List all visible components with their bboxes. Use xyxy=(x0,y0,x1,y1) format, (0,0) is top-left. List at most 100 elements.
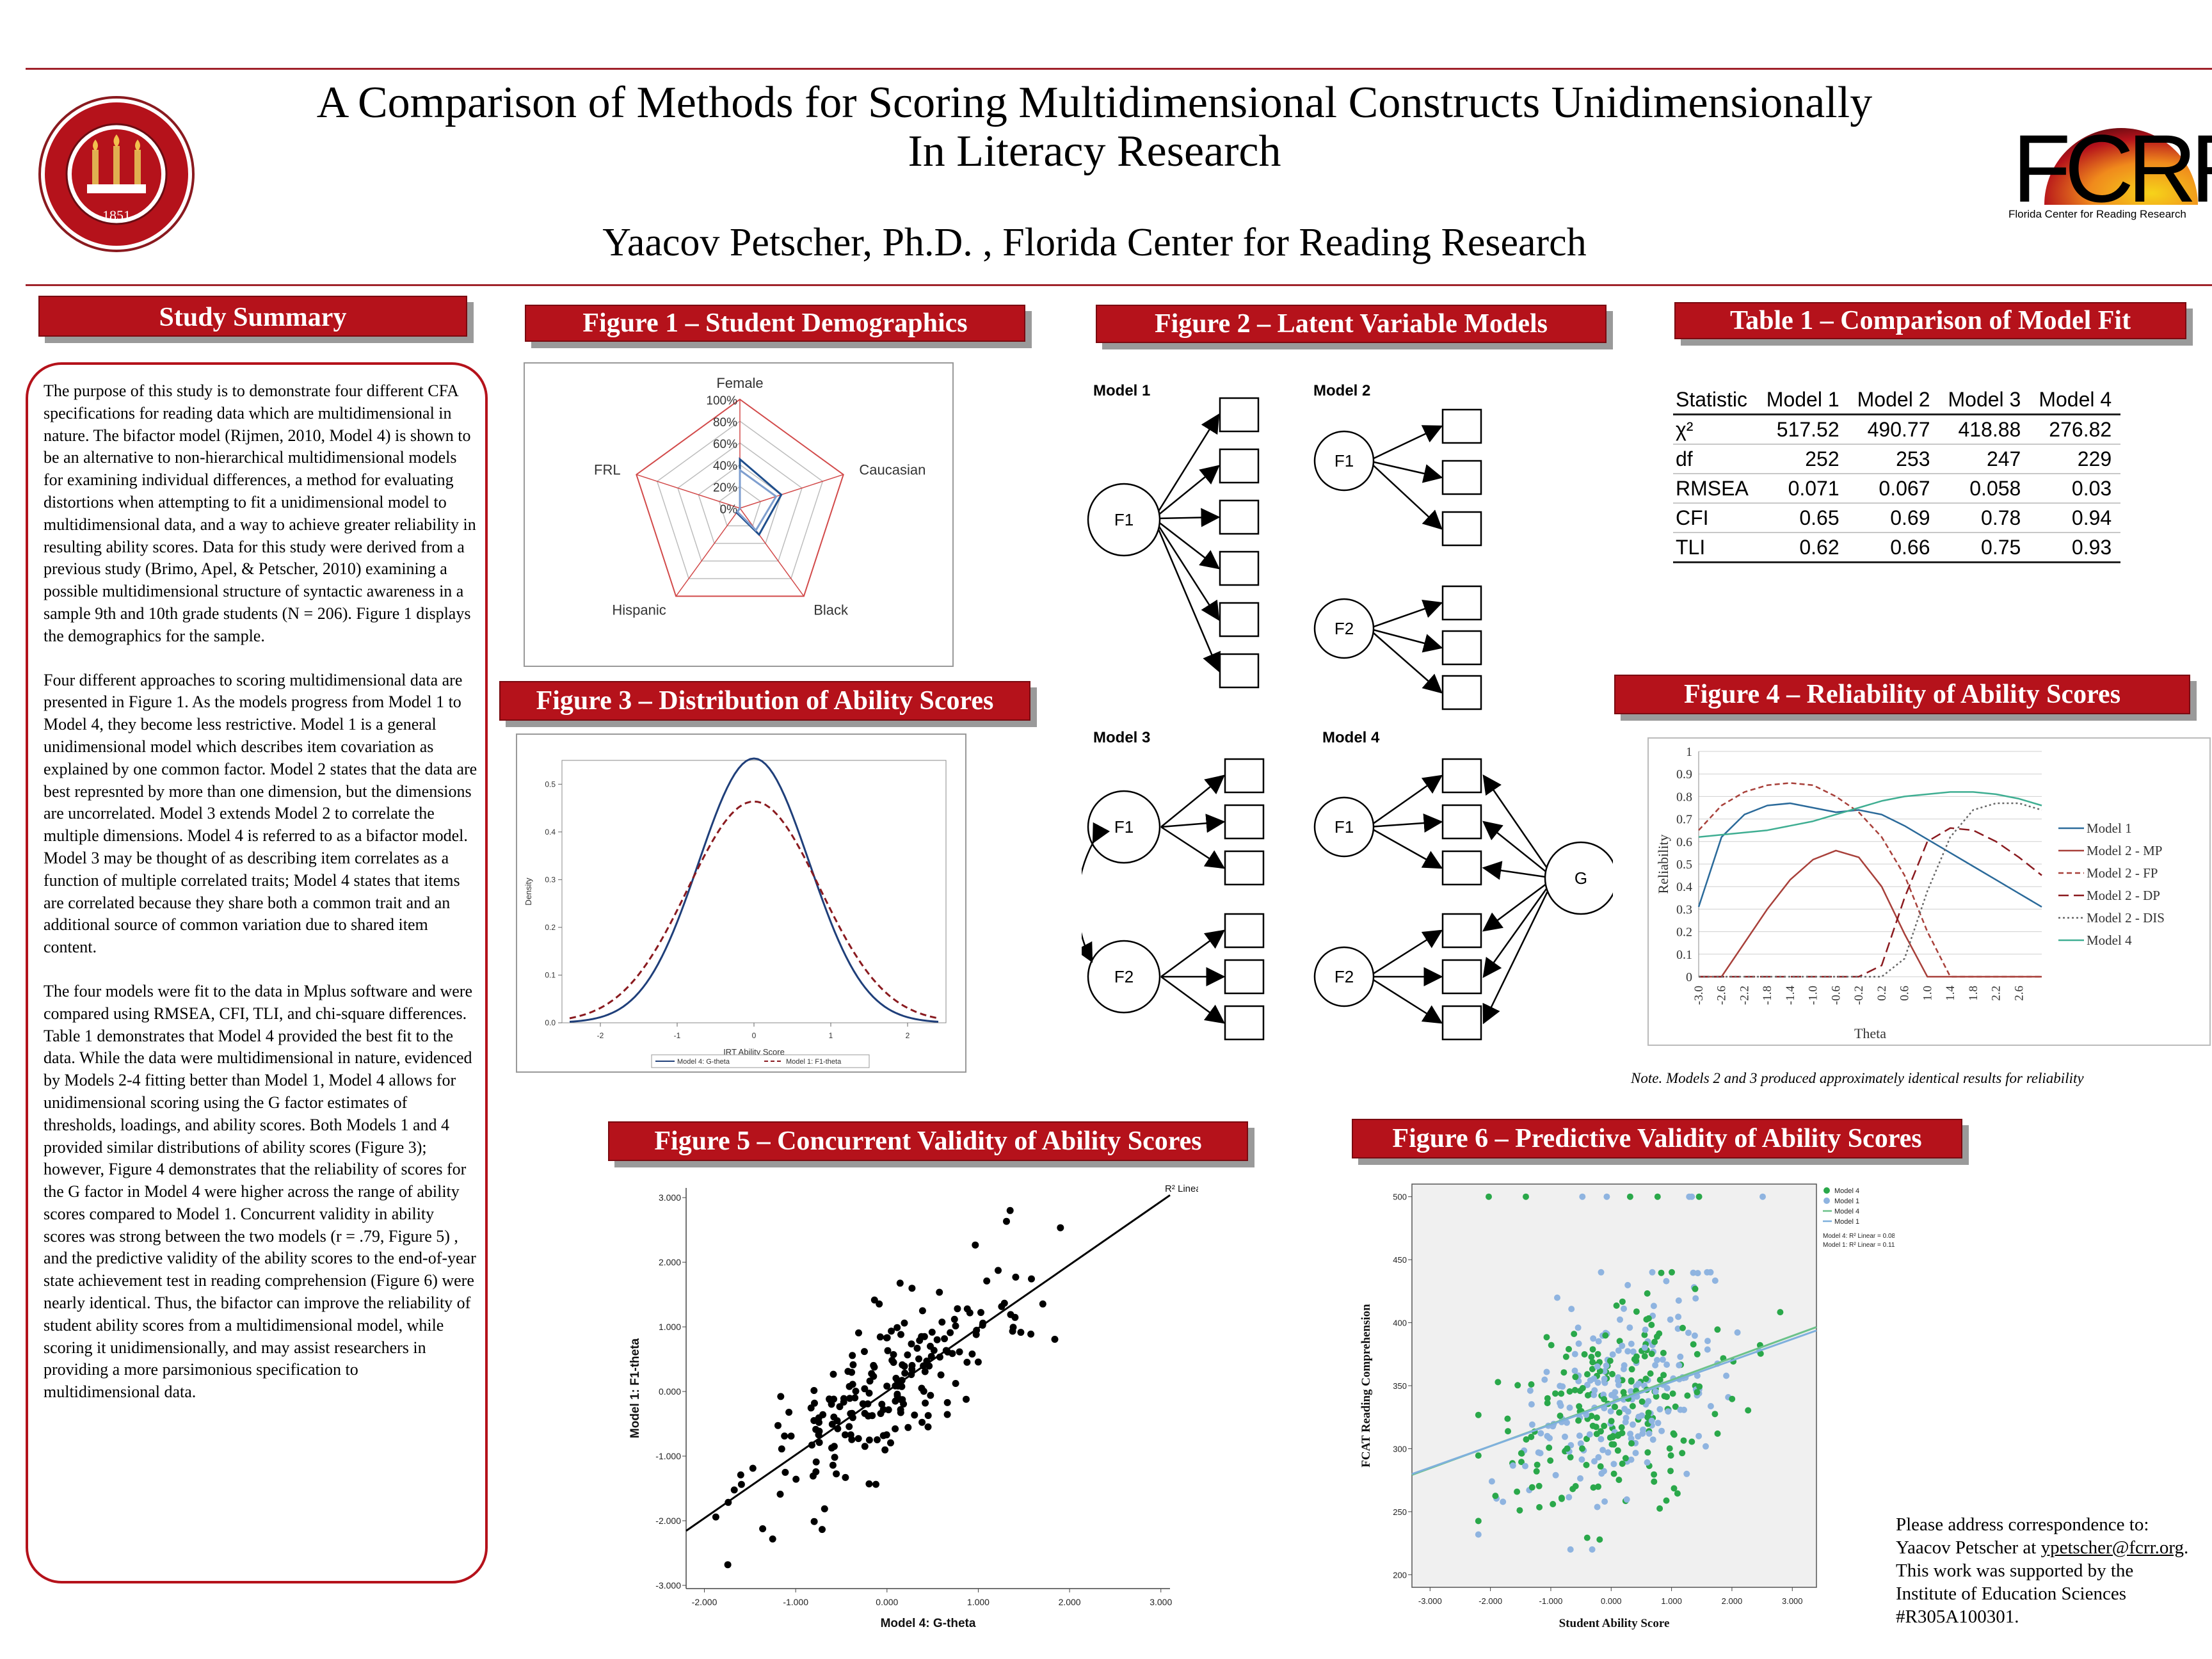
path-arrow xyxy=(1157,508,1221,527)
scatter-point xyxy=(1655,1420,1662,1427)
scatter-point xyxy=(826,1396,833,1404)
x-tick-label: 2.000 xyxy=(1722,1596,1743,1606)
radar-gridline xyxy=(656,421,824,579)
fit-line xyxy=(1411,1329,1817,1475)
scatter-point xyxy=(1651,1338,1658,1345)
x-tick-label: 0 xyxy=(752,1031,757,1040)
scatter-point xyxy=(1610,1432,1617,1439)
scatter-point xyxy=(1591,1458,1598,1465)
scatter-point xyxy=(1548,1342,1555,1349)
indicator-box xyxy=(1441,408,1482,444)
email-link[interactable]: ypetscher@fcrr.org xyxy=(2040,1537,2184,1558)
scatter-point xyxy=(848,1436,856,1443)
scatter-point xyxy=(1575,1417,1582,1424)
path-arrow xyxy=(1157,520,1220,570)
scatter-point xyxy=(1663,1278,1670,1285)
x-tick-label: -2.000 xyxy=(1479,1596,1502,1606)
indicator-box xyxy=(1441,913,1482,949)
radar-tick-label: 40% xyxy=(713,460,737,473)
study-summary-text: The purpose of this study is to demonstr… xyxy=(44,380,477,1425)
scatter-point xyxy=(1522,1463,1528,1470)
figure6-scatter-chart: -3.000 -2.000 -1.000 0.000 1.000 2.000 3.000 20… xyxy=(1359,1183,1895,1630)
scatter-point xyxy=(1568,1306,1575,1313)
x-tick-label: 1.000 xyxy=(967,1597,990,1607)
scatter-point xyxy=(1667,1316,1674,1323)
x-tick-label: 1.0 xyxy=(1921,986,1934,1001)
scatter-point xyxy=(883,1334,891,1342)
scatter-point xyxy=(1616,1338,1623,1345)
scatter-point xyxy=(1641,1353,1648,1359)
scatter-point xyxy=(1703,1443,1709,1450)
scatter-point xyxy=(1598,1428,1604,1435)
scatter-point xyxy=(956,1348,963,1356)
seal-year-text: 1851 xyxy=(102,207,131,223)
correspondence-line2: Yaacov Petscher at ypetscher@fcrr.org. xyxy=(1896,1536,2188,1559)
x-tick-label: -2.2 xyxy=(1738,986,1751,1005)
scatter-point xyxy=(1601,1498,1608,1505)
radar-spoke xyxy=(739,508,805,597)
legend-box xyxy=(651,1054,870,1068)
scatter-point xyxy=(1757,1350,1764,1357)
legend-label: Model 4: G-theta xyxy=(677,1058,730,1066)
scatter-point xyxy=(1590,1335,1597,1342)
figure1-heading: Figure 1 – Student Demographics xyxy=(525,305,1025,342)
scatter-point xyxy=(908,1285,916,1292)
model2-label: Model 2 xyxy=(1313,382,1370,399)
scatter-point xyxy=(1680,1437,1687,1444)
svg-text:FCRR: FCRR xyxy=(2012,115,2212,222)
legend-marker xyxy=(1823,1198,1830,1204)
scatter-point xyxy=(1695,1193,1703,1200)
table-row: RMSEA 0.071 0.067 0.058 0.03 xyxy=(1673,474,2121,504)
scatter-point xyxy=(1560,1369,1567,1376)
radar-tick-label: 60% xyxy=(713,438,737,451)
scatter-point xyxy=(1630,1348,1637,1355)
scatter-point xyxy=(1595,1454,1602,1461)
scatter-point xyxy=(974,1358,982,1366)
scatter-point xyxy=(1704,1269,1711,1276)
scatter-point xyxy=(1629,1403,1636,1409)
scatter-point xyxy=(1642,1326,1649,1333)
latent-factor-circle xyxy=(1313,598,1375,659)
scatter-point xyxy=(821,1505,828,1512)
scatter-point xyxy=(918,1418,926,1426)
x-tick-label: -3.000 xyxy=(1418,1596,1442,1606)
scatter-point xyxy=(933,1336,941,1343)
path-arrow xyxy=(1482,861,1555,880)
radar-spoke xyxy=(739,474,844,509)
model3-label: Model 3 xyxy=(1093,729,1150,746)
x-tick-label: 0.000 xyxy=(1601,1596,1622,1606)
y-tick-label: 300 xyxy=(1393,1444,1407,1454)
scatter-point xyxy=(1619,1342,1626,1349)
scatter-point xyxy=(901,1363,908,1370)
scatter-point xyxy=(1630,1421,1636,1428)
scatter-point xyxy=(1559,1383,1566,1390)
y-tick-label: 0.2 xyxy=(1676,926,1692,940)
scatter-point xyxy=(1641,1344,1648,1351)
scatter-point xyxy=(901,1369,909,1377)
scatter-point xyxy=(1006,1206,1014,1214)
figure5-scatter-chart: -2.000 -1.000 0.000 1.000 2.000 3.000 -3.000 -2… xyxy=(629,1183,1198,1630)
scatter-point xyxy=(941,1335,949,1343)
scatter-point xyxy=(1504,1415,1511,1422)
scatter-point xyxy=(1528,1381,1535,1388)
scatter-point xyxy=(894,1390,901,1398)
scatter-point xyxy=(1579,1445,1585,1452)
radar-tick-label: 0% xyxy=(720,503,738,517)
scatter-point xyxy=(781,1468,789,1476)
fit-label: R² Linear = 0.623 xyxy=(1165,1183,1198,1194)
scatter-point xyxy=(854,1435,862,1443)
figure4-heading: Figure 4 – Reliability of Ability Scores xyxy=(1614,675,2190,714)
scatter-point xyxy=(954,1305,961,1313)
fcrr-logo: FCRR Florida Center for Reading Research xyxy=(2008,115,2212,222)
x-tick-label: 2.000 xyxy=(1059,1597,1081,1607)
scatter-point xyxy=(1576,1432,1583,1439)
scatter-point xyxy=(1594,1363,1601,1370)
scatter-point xyxy=(1546,1444,1553,1451)
scatter-point xyxy=(1559,1495,1565,1502)
radar-tick-label: 100% xyxy=(706,394,737,408)
scatter-point xyxy=(815,1427,823,1435)
scatter-point xyxy=(1663,1497,1670,1504)
y-tick-label: 0.2 xyxy=(545,923,556,932)
scatter-point xyxy=(1674,1490,1681,1497)
y-tick-label: 200 xyxy=(1393,1570,1407,1580)
